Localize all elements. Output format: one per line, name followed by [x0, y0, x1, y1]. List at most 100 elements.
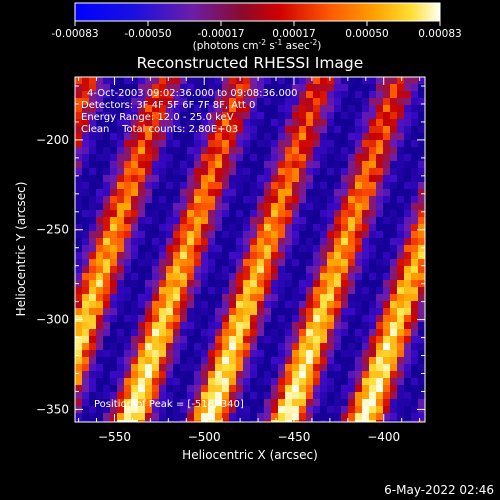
heatmap-cell: [320, 280, 327, 287]
heatmap-cell: [131, 350, 138, 357]
heatmap-cell: [138, 98, 145, 105]
heatmap-cell: [404, 168, 411, 175]
heatmap-cell: [103, 119, 110, 126]
heatmap-cell: [313, 399, 320, 406]
heatmap-cell: [159, 196, 166, 203]
heatmap-cell: [222, 112, 229, 119]
heatmap-cell: [208, 266, 215, 273]
heatmap-cell: [173, 140, 180, 147]
heatmap-cell: [166, 112, 173, 119]
heatmap-cell: [208, 175, 215, 182]
heatmap-cell: [320, 133, 327, 140]
heatmap-cell: [299, 147, 306, 154]
heatmap-cell: [75, 119, 82, 126]
heatmap-cell: [264, 336, 271, 343]
heatmap-cell: [117, 147, 124, 154]
heatmap-cell: [411, 203, 418, 210]
heatmap-cell: [201, 406, 208, 413]
heatmap-cell: [250, 413, 257, 420]
heatmap-cell: [313, 189, 320, 196]
heatmap-cell: [152, 119, 159, 126]
heatmap-cell: [278, 245, 285, 252]
heatmap-cell: [131, 224, 138, 231]
heatmap-cell: [180, 196, 187, 203]
heatmap-cell: [159, 224, 166, 231]
heatmap-cell: [383, 133, 390, 140]
heatmap-cell: [306, 147, 313, 154]
heatmap-cell: [215, 203, 222, 210]
heatmap-cell: [243, 168, 250, 175]
heatmap-cell: [362, 280, 369, 287]
heatmap-cell: [208, 154, 215, 161]
heatmap-cell: [411, 182, 418, 189]
colorbar-tick-label: 0.00083: [418, 28, 461, 40]
heatmap-cell: [243, 287, 250, 294]
annotation-clean-counts: Clean Total counts: 2.80E+03: [81, 124, 238, 135]
heatmap-cell: [236, 364, 243, 371]
heatmap-cell: [89, 336, 96, 343]
heatmap-cell: [306, 280, 313, 287]
heatmap-cell: [166, 238, 173, 245]
heatmap-cell: [145, 210, 152, 217]
heatmap-cell: [229, 406, 236, 413]
heatmap-cell: [271, 252, 278, 259]
heatmap-cell: [89, 182, 96, 189]
heatmap-cell: [131, 329, 138, 336]
heatmap-cell: [152, 140, 159, 147]
heatmap-cell: [320, 378, 327, 385]
heatmap-cell: [194, 210, 201, 217]
heatmap-cell: [173, 336, 180, 343]
heatmap-cell: [152, 371, 159, 378]
heatmap-cell: [124, 245, 131, 252]
heatmap-cell: [341, 105, 348, 112]
heatmap-cell: [278, 161, 285, 168]
heatmap-cell: [96, 350, 103, 357]
heatmap-cell: [173, 112, 180, 119]
heatmap-cell: [131, 140, 138, 147]
heatmap-cell: [397, 119, 404, 126]
heatmap-cell: [397, 378, 404, 385]
heatmap-cell: [89, 133, 96, 140]
heatmap-cell: [383, 98, 390, 105]
heatmap-cell: [362, 175, 369, 182]
heatmap-cell: [159, 315, 166, 322]
heatmap-cell: [243, 238, 250, 245]
heatmap-cell: [96, 105, 103, 112]
heatmap-cell: [418, 77, 425, 84]
heatmap-cell: [103, 98, 110, 105]
heatmap-cell: [313, 77, 320, 84]
heatmap-cell: [285, 119, 292, 126]
heatmap-cell: [152, 182, 159, 189]
heatmap-cell: [145, 147, 152, 154]
heatmap-cell: [376, 350, 383, 357]
heatmap-cell: [271, 105, 278, 112]
heatmap-cell: [313, 259, 320, 266]
heatmap-cell: [390, 203, 397, 210]
x-tick-label: −500: [188, 430, 221, 444]
heatmap-cell: [334, 378, 341, 385]
heatmap-cell: [313, 364, 320, 371]
heatmap-cell: [285, 350, 292, 357]
heatmap-cell: [110, 161, 117, 168]
heatmap-cell: [173, 280, 180, 287]
heatmap-cell: [208, 392, 215, 399]
heatmap-cell: [369, 294, 376, 301]
heatmap-cell: [355, 231, 362, 238]
heatmap-cell: [75, 413, 82, 420]
heatmap-cell: [299, 259, 306, 266]
heatmap-cell: [369, 322, 376, 329]
heatmap-cell: [369, 371, 376, 378]
heatmap-cell: [355, 301, 362, 308]
heatmap-cell: [418, 161, 425, 168]
heatmap-cell: [320, 77, 327, 84]
heatmap-cell: [320, 245, 327, 252]
heatmap-cell: [250, 364, 257, 371]
heatmap-cell: [103, 231, 110, 238]
heatmap-cell: [355, 420, 362, 422]
heatmap-cell: [327, 147, 334, 154]
heatmap-cell: [222, 294, 229, 301]
heatmap-cell: [299, 329, 306, 336]
heatmap-cell: [313, 168, 320, 175]
heatmap-cell: [243, 133, 250, 140]
heatmap-cell: [152, 287, 159, 294]
